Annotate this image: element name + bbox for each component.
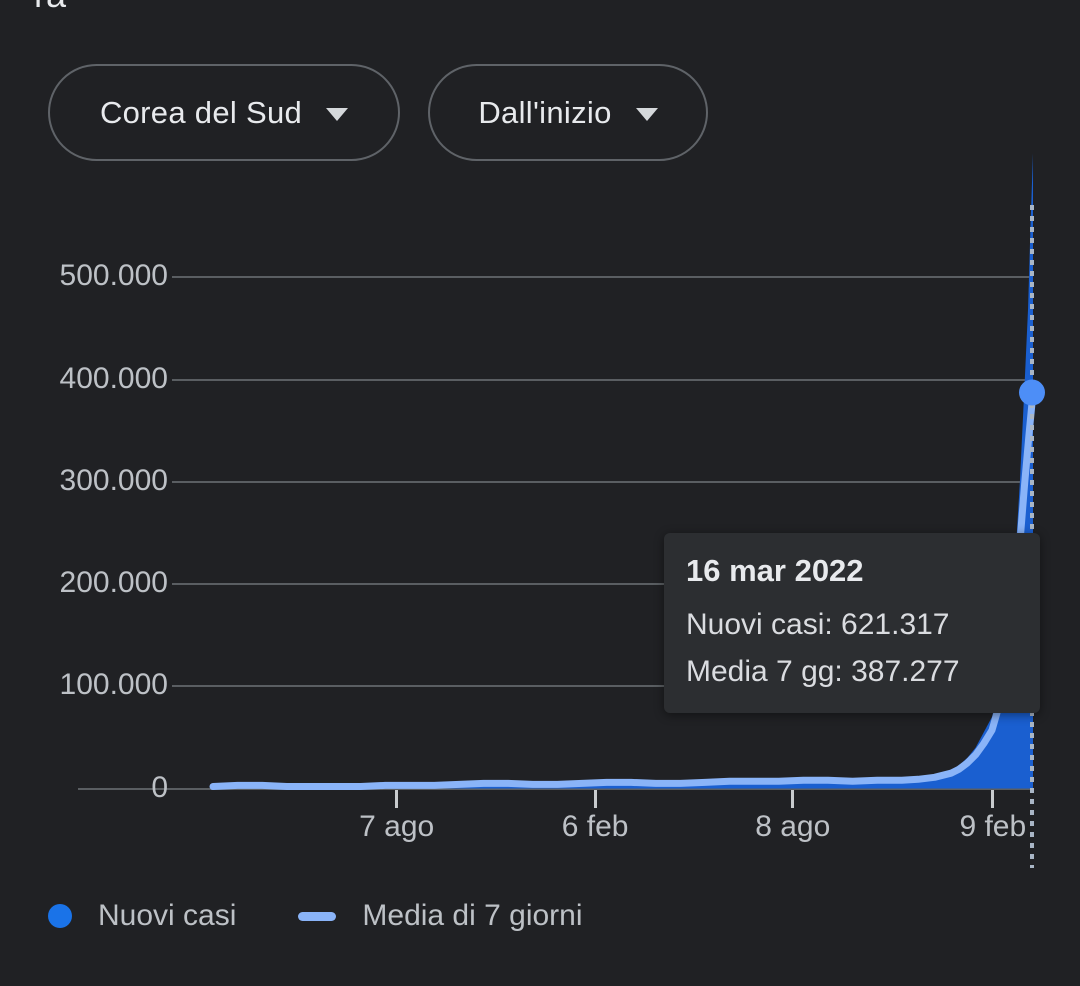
x-axis-tick [593,790,597,808]
region-dropdown-label: Corea del Sud [99,94,303,130]
x-axis-label: 6 feb [561,810,629,843]
y-gridline [172,276,1033,279]
tooltip-date: 16 mar 2022 [686,553,864,588]
x-axis-label: 8 ago [755,810,831,843]
x-axis-label: 9 feb [959,810,1027,843]
date-range-dropdown-label: Dall'inizio [478,94,612,130]
x-axis-tick [395,790,399,808]
y-axis-label: 200.000 [59,566,168,599]
y-gridline [78,787,1033,790]
chart-legend: Nuovi casi Media di 7 giorni [48,893,583,939]
y-gridline [172,480,1033,483]
y-axis-label: 100.000 [59,668,168,702]
chart-tooltip: 16 mar 2022 Nuovi casi: 621.317 Media 7 … [664,533,1040,713]
y-axis-label: 400.000 [59,361,168,395]
y-gridline [172,378,1033,381]
chevron-down-icon [326,108,349,121]
x-axis-tick [791,790,795,808]
legend-label: Media di 7 giorni [362,899,583,932]
average-line-icon [298,911,337,921]
y-axis-label: 300.000 [59,463,168,497]
tooltip-7day-average: Media 7 gg: 387.277 [686,655,960,688]
date-range-dropdown[interactable]: Dall'inizio [428,64,708,161]
x-axis-label: 7 ago [359,810,435,843]
chevron-down-icon [635,108,658,121]
y-axis-label: 500.000 [59,259,168,293]
data-point-marker [1019,379,1045,406]
x-axis-tick [991,790,995,808]
legend-label: Nuovi casi [98,899,237,932]
tooltip-new-cases: Nuovi casi: 621.317 [686,608,950,641]
new-cases-dot-icon [48,904,72,928]
y-axis-label: 0 [151,770,168,804]
legend-item-new-cases: Nuovi casi [48,899,236,933]
legend-item-7day-average: Media di 7 giorni [298,899,583,933]
clipped-header-text: ra [34,0,66,16]
region-dropdown[interactable]: Corea del Sud [48,64,400,161]
